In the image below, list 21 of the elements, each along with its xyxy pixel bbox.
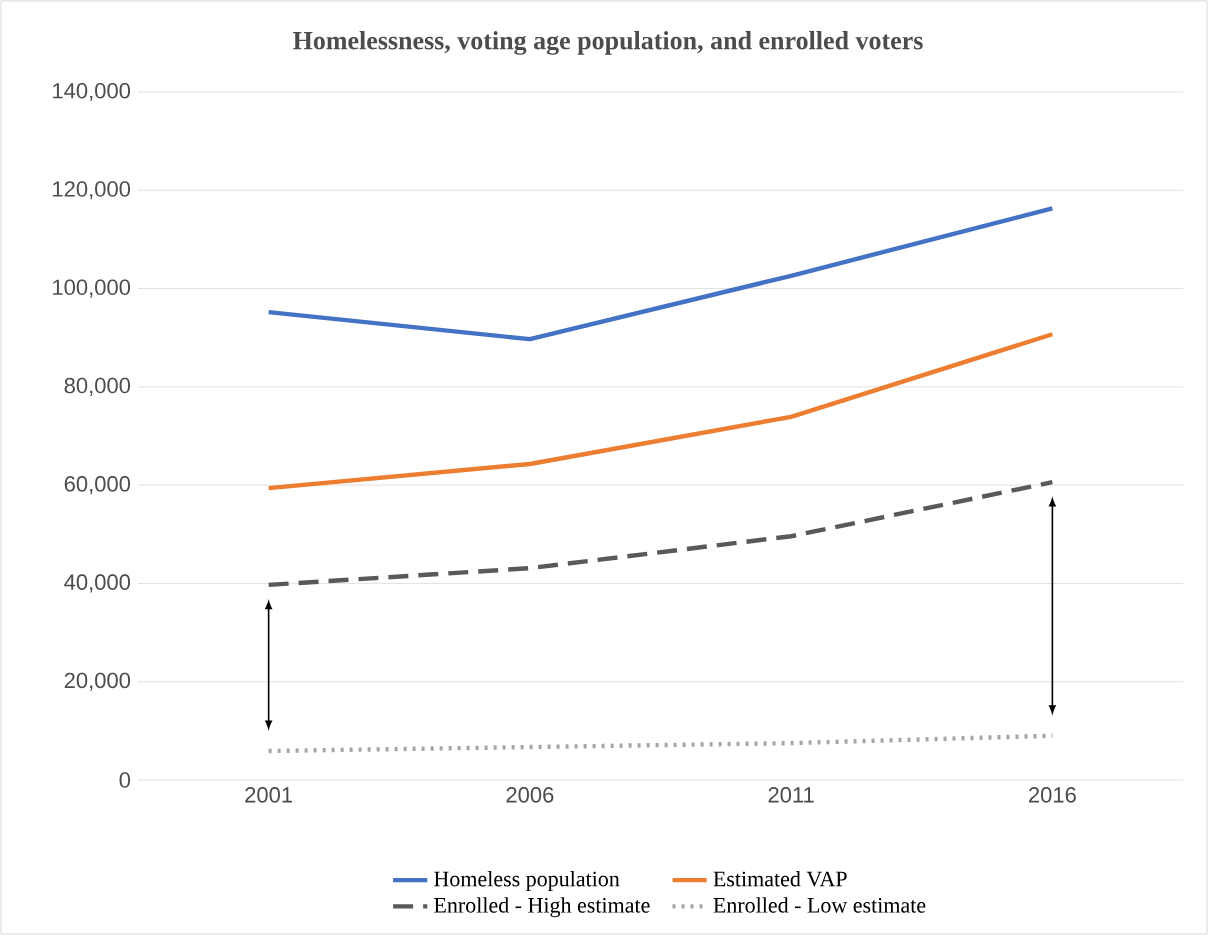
line-series — [266, 206, 1055, 342]
legend-label: Estimated VAP — [713, 870, 847, 887]
y-tick-label: 80,000 — [64, 377, 131, 396]
legend-label: Homeless population — [434, 870, 620, 891]
y-tick-label: 140,000 — [53, 82, 131, 102]
y-tick-label: 120,000 — [53, 181, 131, 200]
x-tick-label: 2016 — [1029, 787, 1076, 803]
x-tick-label: 2011 — [768, 787, 814, 803]
y-tick-label: 20,000 — [64, 672, 131, 691]
legend-label: Enrolled - Low estimate — [713, 897, 926, 913]
y-tick-label: 0 — [119, 772, 131, 788]
y-tick-label: 100,000 — [53, 279, 131, 298]
x-tick-label: 2006 — [506, 787, 554, 803]
legend-label: Enrolled - High estimate — [434, 897, 650, 918]
line-series — [266, 332, 1055, 491]
line-series — [266, 733, 1055, 754]
y-tick-label: 60,000 — [64, 476, 131, 495]
y-tick-label: 40,000 — [64, 574, 131, 593]
line-series — [266, 479, 1055, 588]
x-tick-label: 2001 — [245, 787, 293, 803]
chart-title: Homelessness, voting age population, and enrolled voters — [293, 31, 923, 55]
